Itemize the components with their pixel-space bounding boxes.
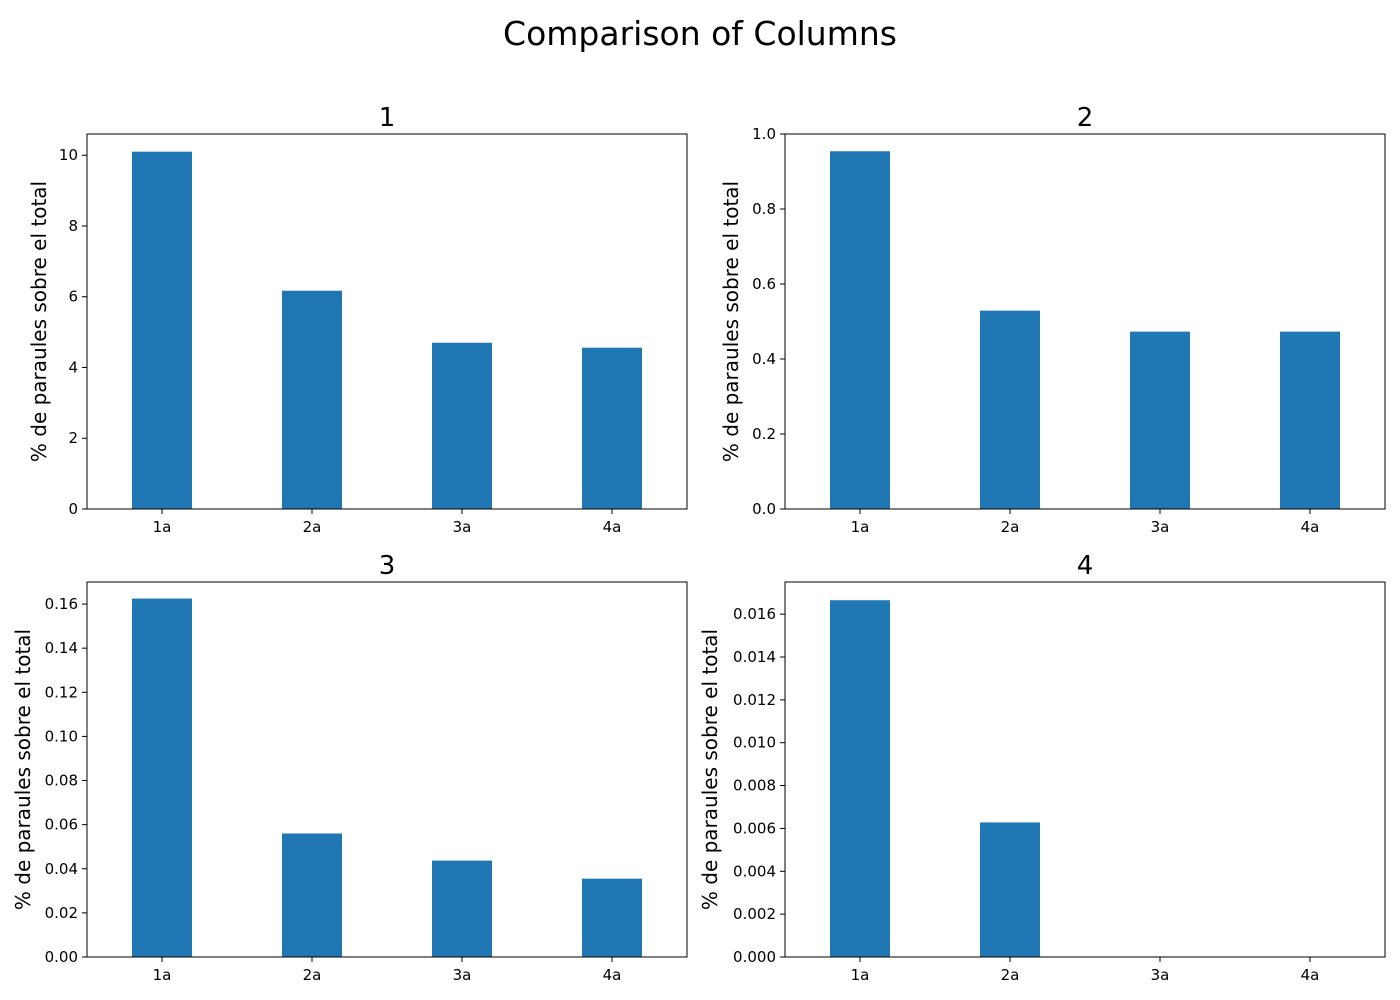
ytick-label-3-8: 0.16 [45,595,78,613]
ytick-label-1-2: 4 [68,358,78,376]
xtick-label-2-1a: 1a [851,518,870,536]
ytick-label-3-2: 0.04 [45,860,78,878]
subplot-2-group: 0.0 0.2 0.4 0.6 0.8 1.0 1a 2a 3a 4a 2 % de paraules… [719,103,1386,536]
ytick-label-2-0: 0.0 [752,500,776,518]
axes-frame-2 [784,133,1386,510]
subplot-title-2: 2 [1077,103,1094,133]
ytick-label-1-5: 10 [59,146,78,164]
ytick-label-4-4: 0.008 [733,777,776,795]
ylabel-4: % de paraules sobre el total [698,629,722,910]
ytick-label-2-5: 1.0 [752,125,776,143]
bar-2-4a [1280,331,1340,510]
ytick-label-2-2: 0.4 [752,350,776,368]
bar-1-3a [432,342,492,509]
ytick-label-3-6: 0.12 [45,683,78,701]
xtick-label-1-4a: 4a [603,518,622,536]
ytick-label-4-1: 0.002 [733,905,776,923]
xtick-label-3-1a: 1a [153,966,172,984]
bar-1-4a [582,347,642,509]
subplot-title-3: 3 [379,551,396,581]
ytick-label-4-8: 0.016 [733,605,776,623]
subplot-4-group: 0.000 0.002 0.004 0.006 0.008 0.010 0.012 0.014… [698,551,1386,984]
ytick-label-4-0: 0.000 [733,948,776,966]
bar-4-2a [980,822,1040,957]
bar-2-3a [1130,331,1190,510]
ytick-label-1-1: 2 [68,429,78,447]
ytick-label-3-4: 0.08 [45,772,78,790]
bar-3-4a [582,878,642,957]
xtick-label-3-3a: 3a [453,966,472,984]
ytick-label-4-7: 0.014 [733,648,776,666]
figure-title: Comparison of Columns [503,14,897,53]
subplot-title-1: 1 [379,103,396,133]
ytick-label-2-1: 0.2 [752,425,776,443]
xtick-label-1-3a: 3a [453,518,472,536]
ylabel-1: % de paraules sobre el total [27,181,51,462]
xtick-label-2-2a: 2a [1001,518,1020,536]
bar-3-1a [132,598,192,957]
ytick-label-1-0: 0 [68,500,78,518]
ytick-label-2-3: 0.6 [752,275,776,293]
subplot-3-group: 0.00 0.02 0.04 0.06 0.08 0.10 0.12 0.14 0.16 1a 2a… [11,551,688,984]
xtick-label-1-2a: 2a [303,518,322,536]
xtick-label-4-1a: 1a [851,966,870,984]
ylabel-2: % de paraules sobre el total [719,181,743,462]
ytick-label-4-2: 0.004 [733,862,776,880]
bar-1-1a [132,151,192,509]
bar-4-1a [830,600,890,957]
subplot-1-group: 0 2 4 6 8 10 1a 2a 3a 4a 1 % de paraules sobre el t… [27,103,688,536]
xtick-label-3-2a: 2a [303,966,322,984]
ytick-label-3-7: 0.14 [45,639,78,657]
ytick-label-3-5: 0.10 [45,727,78,745]
xtick-label-4-4a: 4a [1301,966,1320,984]
bar-1-2a [282,290,342,509]
xtick-label-2-3a: 3a [1151,518,1170,536]
ytick-label-4-3: 0.006 [733,819,776,837]
axes-frame-1 [86,133,688,510]
ytick-label-3-3: 0.06 [45,816,78,834]
ytick-label-1-4: 8 [68,217,78,235]
bar-2-2a [980,310,1040,510]
ytick-label-3-0: 0.00 [45,948,78,966]
ylabel-3: % de paraules sobre el total [11,629,35,910]
axes-frame-3 [86,581,688,958]
xtick-label-4-3a: 3a [1151,966,1170,984]
xtick-label-4-2a: 2a [1001,966,1020,984]
xtick-label-1-1a: 1a [153,518,172,536]
xtick-label-2-4a: 4a [1301,518,1320,536]
ytick-label-1-3: 6 [68,288,78,306]
axes-frame-4 [784,581,1386,958]
bar-3-2a [282,833,342,957]
bar-2-1a [830,151,890,509]
xtick-label-3-4a: 4a [603,966,622,984]
ytick-label-4-6: 0.012 [733,691,776,709]
ytick-label-4-5: 0.010 [733,734,776,752]
ytick-label-3-1: 0.02 [45,904,78,922]
bar-3-3a [432,860,492,957]
ytick-label-2-4: 0.8 [752,200,776,218]
subplot-title-4: 4 [1077,551,1094,581]
